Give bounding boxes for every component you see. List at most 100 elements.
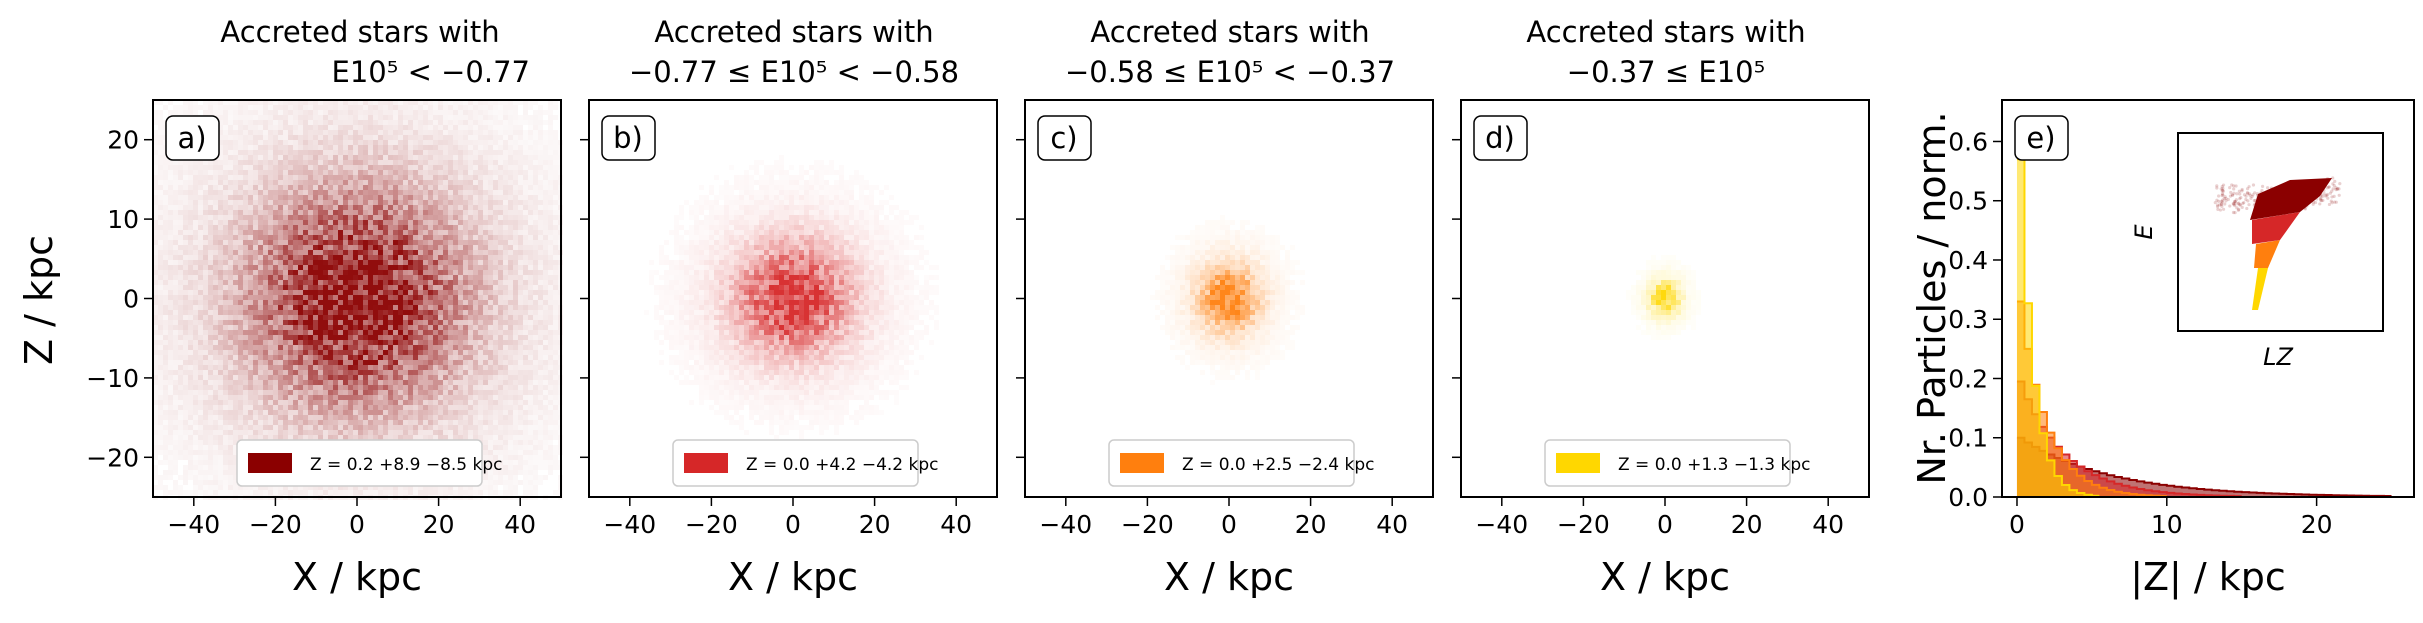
heatmap-cell [458, 375, 463, 380]
heatmap-cell [223, 370, 228, 375]
heatmap-cell [433, 330, 438, 335]
heatmap-cell [333, 315, 338, 320]
heatmap-cell [433, 150, 438, 155]
heatmap-cell [388, 330, 393, 335]
heatmap-cell [278, 160, 283, 165]
heatmap-cell [218, 410, 223, 415]
heatmap-cell [268, 490, 273, 495]
heatmap-cell [458, 370, 463, 375]
heatmap-cell [363, 405, 368, 410]
heatmap-cell [433, 425, 438, 430]
heatmap-cell [223, 445, 228, 450]
heatmap-cell [358, 275, 363, 280]
heatmap-cell [463, 110, 468, 115]
heatmap-cell [193, 220, 198, 225]
heatmap-cell [313, 270, 318, 275]
heatmap-cell [228, 235, 233, 240]
heatmap-cell [243, 305, 248, 310]
heatmap-cell [458, 325, 463, 330]
heatmap-cell [453, 365, 458, 370]
heatmap-cell [243, 315, 248, 320]
heatmap-cell [433, 400, 438, 405]
heatmap-cell [298, 230, 303, 235]
heatmap-cell [243, 300, 248, 305]
heatmap-cell [318, 290, 323, 295]
heatmap-cell [348, 135, 353, 140]
heatmap-cell [398, 275, 403, 280]
heatmap-cell [373, 175, 378, 180]
heatmap-cell [463, 130, 468, 135]
heatmap-cell [293, 140, 298, 145]
heatmap-cell [263, 375, 268, 380]
heatmap-cell [363, 175, 368, 180]
heatmap-cell [248, 430, 253, 435]
heatmap-cell [268, 290, 273, 295]
heatmap-cell [213, 375, 218, 380]
heatmap-cell [253, 185, 258, 190]
heatmap-cell [428, 140, 433, 145]
heatmap-cell [193, 185, 198, 190]
heatmap-cell [238, 355, 243, 360]
heatmap-cell [308, 345, 313, 350]
heatmap-cell [423, 255, 428, 260]
heatmap-cell [368, 365, 373, 370]
heatmap-cell [178, 255, 183, 260]
heatmap-cell [393, 225, 398, 230]
heatmap-cell [293, 180, 298, 185]
heatmap-cell [218, 180, 223, 185]
heatmap-cell [353, 320, 358, 325]
heatmap-cell [408, 430, 413, 435]
heatmap-cell [403, 200, 408, 205]
heatmap-cell [383, 410, 388, 415]
heatmap-cell [298, 245, 303, 250]
heatmap-cell [238, 245, 243, 250]
heatmap-cell [203, 425, 208, 430]
heatmap-cell [363, 270, 368, 275]
heatmap-cell [443, 345, 448, 350]
heatmap-cell [448, 105, 453, 110]
heatmap-cell [403, 155, 408, 160]
heatmap-cell [303, 240, 308, 245]
heatmap-cell [408, 300, 413, 305]
heatmap-cell [213, 395, 218, 400]
heatmap-cell [283, 485, 288, 490]
heatmap-cell [203, 450, 208, 455]
heatmap-cell [308, 130, 313, 135]
heatmap-cell [178, 400, 183, 405]
heatmap-cell [213, 280, 218, 285]
heatmap-cell [178, 275, 183, 280]
heatmap-cell [418, 315, 423, 320]
heatmap-cell [338, 350, 343, 355]
heatmap-cell [458, 410, 463, 415]
heatmap-cell [363, 410, 368, 415]
heatmap-cell [203, 480, 208, 485]
heatmap-cell [258, 420, 263, 425]
heatmap-cell [458, 320, 463, 325]
heatmap-cell [298, 400, 303, 405]
heatmap-cell [248, 110, 253, 115]
heatmap-cell [308, 435, 313, 440]
heatmap-cell [278, 195, 283, 200]
heatmap-cell [158, 110, 163, 115]
heatmap-cell [243, 170, 248, 175]
heatmap-cell [233, 140, 238, 145]
heatmap-cell [243, 330, 248, 335]
heatmap-cell [218, 125, 223, 130]
heatmap-cell [228, 130, 233, 135]
heatmap-cell [443, 200, 448, 205]
heatmap-cell [343, 200, 348, 205]
heatmap-cell [183, 385, 188, 390]
heatmap-cell [263, 200, 268, 205]
heatmap-cell [388, 325, 393, 330]
heatmap-cell [243, 205, 248, 210]
heatmap-cell [408, 225, 413, 230]
heatmap-cell [253, 270, 258, 275]
heatmap-cell [423, 240, 428, 245]
heatmap-cell [408, 140, 413, 145]
heatmap-cell [263, 265, 268, 270]
heatmap-cell [438, 280, 443, 285]
heatmap-cell [203, 390, 208, 395]
heatmap-cell [413, 125, 418, 130]
heatmap-cell [373, 380, 378, 385]
heatmap-cell [278, 120, 283, 125]
